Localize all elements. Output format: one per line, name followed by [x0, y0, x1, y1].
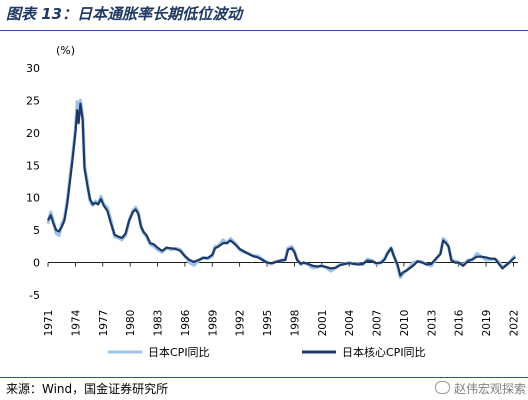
x-tick-label: 1971 [43, 310, 55, 337]
x-tick-label: 2019 [481, 310, 493, 337]
y-tick-label: 15 [26, 159, 40, 172]
y-axis-unit-label: (%) [56, 44, 75, 57]
x-tick-label: 1995 [262, 310, 274, 337]
wechat-icon [434, 381, 450, 394]
legend-label-core-cpi: 日本核心CPI同比 [342, 345, 426, 359]
x-tick-label: 1998 [289, 310, 301, 337]
series-line-core-cpi [47, 102, 516, 277]
x-tick-label: 2004 [344, 309, 356, 336]
legend: 日本CPI同比 日本核心CPI同比 [108, 345, 426, 359]
y-tick-label: 5 [33, 224, 40, 237]
watermark: 赵伟宏观探索 [434, 380, 526, 397]
x-tick-label: 1974 [70, 309, 82, 336]
series-line-cpi [46, 98, 517, 280]
x-tick-label: 2010 [399, 310, 411, 337]
watermark-text: 赵伟宏观探索 [453, 382, 526, 396]
x-tick-label: 2007 [372, 310, 384, 337]
x-tick-label: 1980 [125, 310, 137, 337]
footer-divider [0, 377, 528, 378]
source-note: 来源：Wind，国金证券研究所 [6, 382, 169, 396]
series-layer [46, 98, 517, 280]
x-tick-label: 1992 [235, 310, 247, 337]
x-tick-label: 2013 [426, 310, 438, 337]
title-divider [0, 30, 528, 31]
y-axis: -5 0 5 10 15 20 25 30 [26, 62, 40, 302]
x-axis: 1971 1974 1977 1980 1983 1986 1989 1992 1995 1998… [43, 262, 520, 337]
x-tick-label: 2001 [317, 310, 329, 337]
y-tick-label: 20 [26, 127, 40, 140]
legend-label-cpi: 日本CPI同比 [148, 345, 210, 359]
figure-title: 图表 13：日本通胀率长期低位波动 [6, 5, 243, 23]
y-tick-label: 10 [26, 192, 40, 205]
x-tick-label: 2022 [508, 310, 520, 337]
x-tick-label: 1983 [153, 310, 165, 337]
y-tick-label: -5 [29, 289, 40, 302]
x-tick-label: 1989 [207, 310, 219, 337]
y-tick-label: 0 [33, 257, 40, 270]
y-tick-label: 30 [26, 62, 40, 75]
x-tick-label: 2016 [454, 309, 466, 336]
x-tick-label: 1986 [180, 309, 192, 336]
y-tick-label: 25 [26, 94, 40, 107]
x-tick-label: 1977 [98, 310, 110, 337]
